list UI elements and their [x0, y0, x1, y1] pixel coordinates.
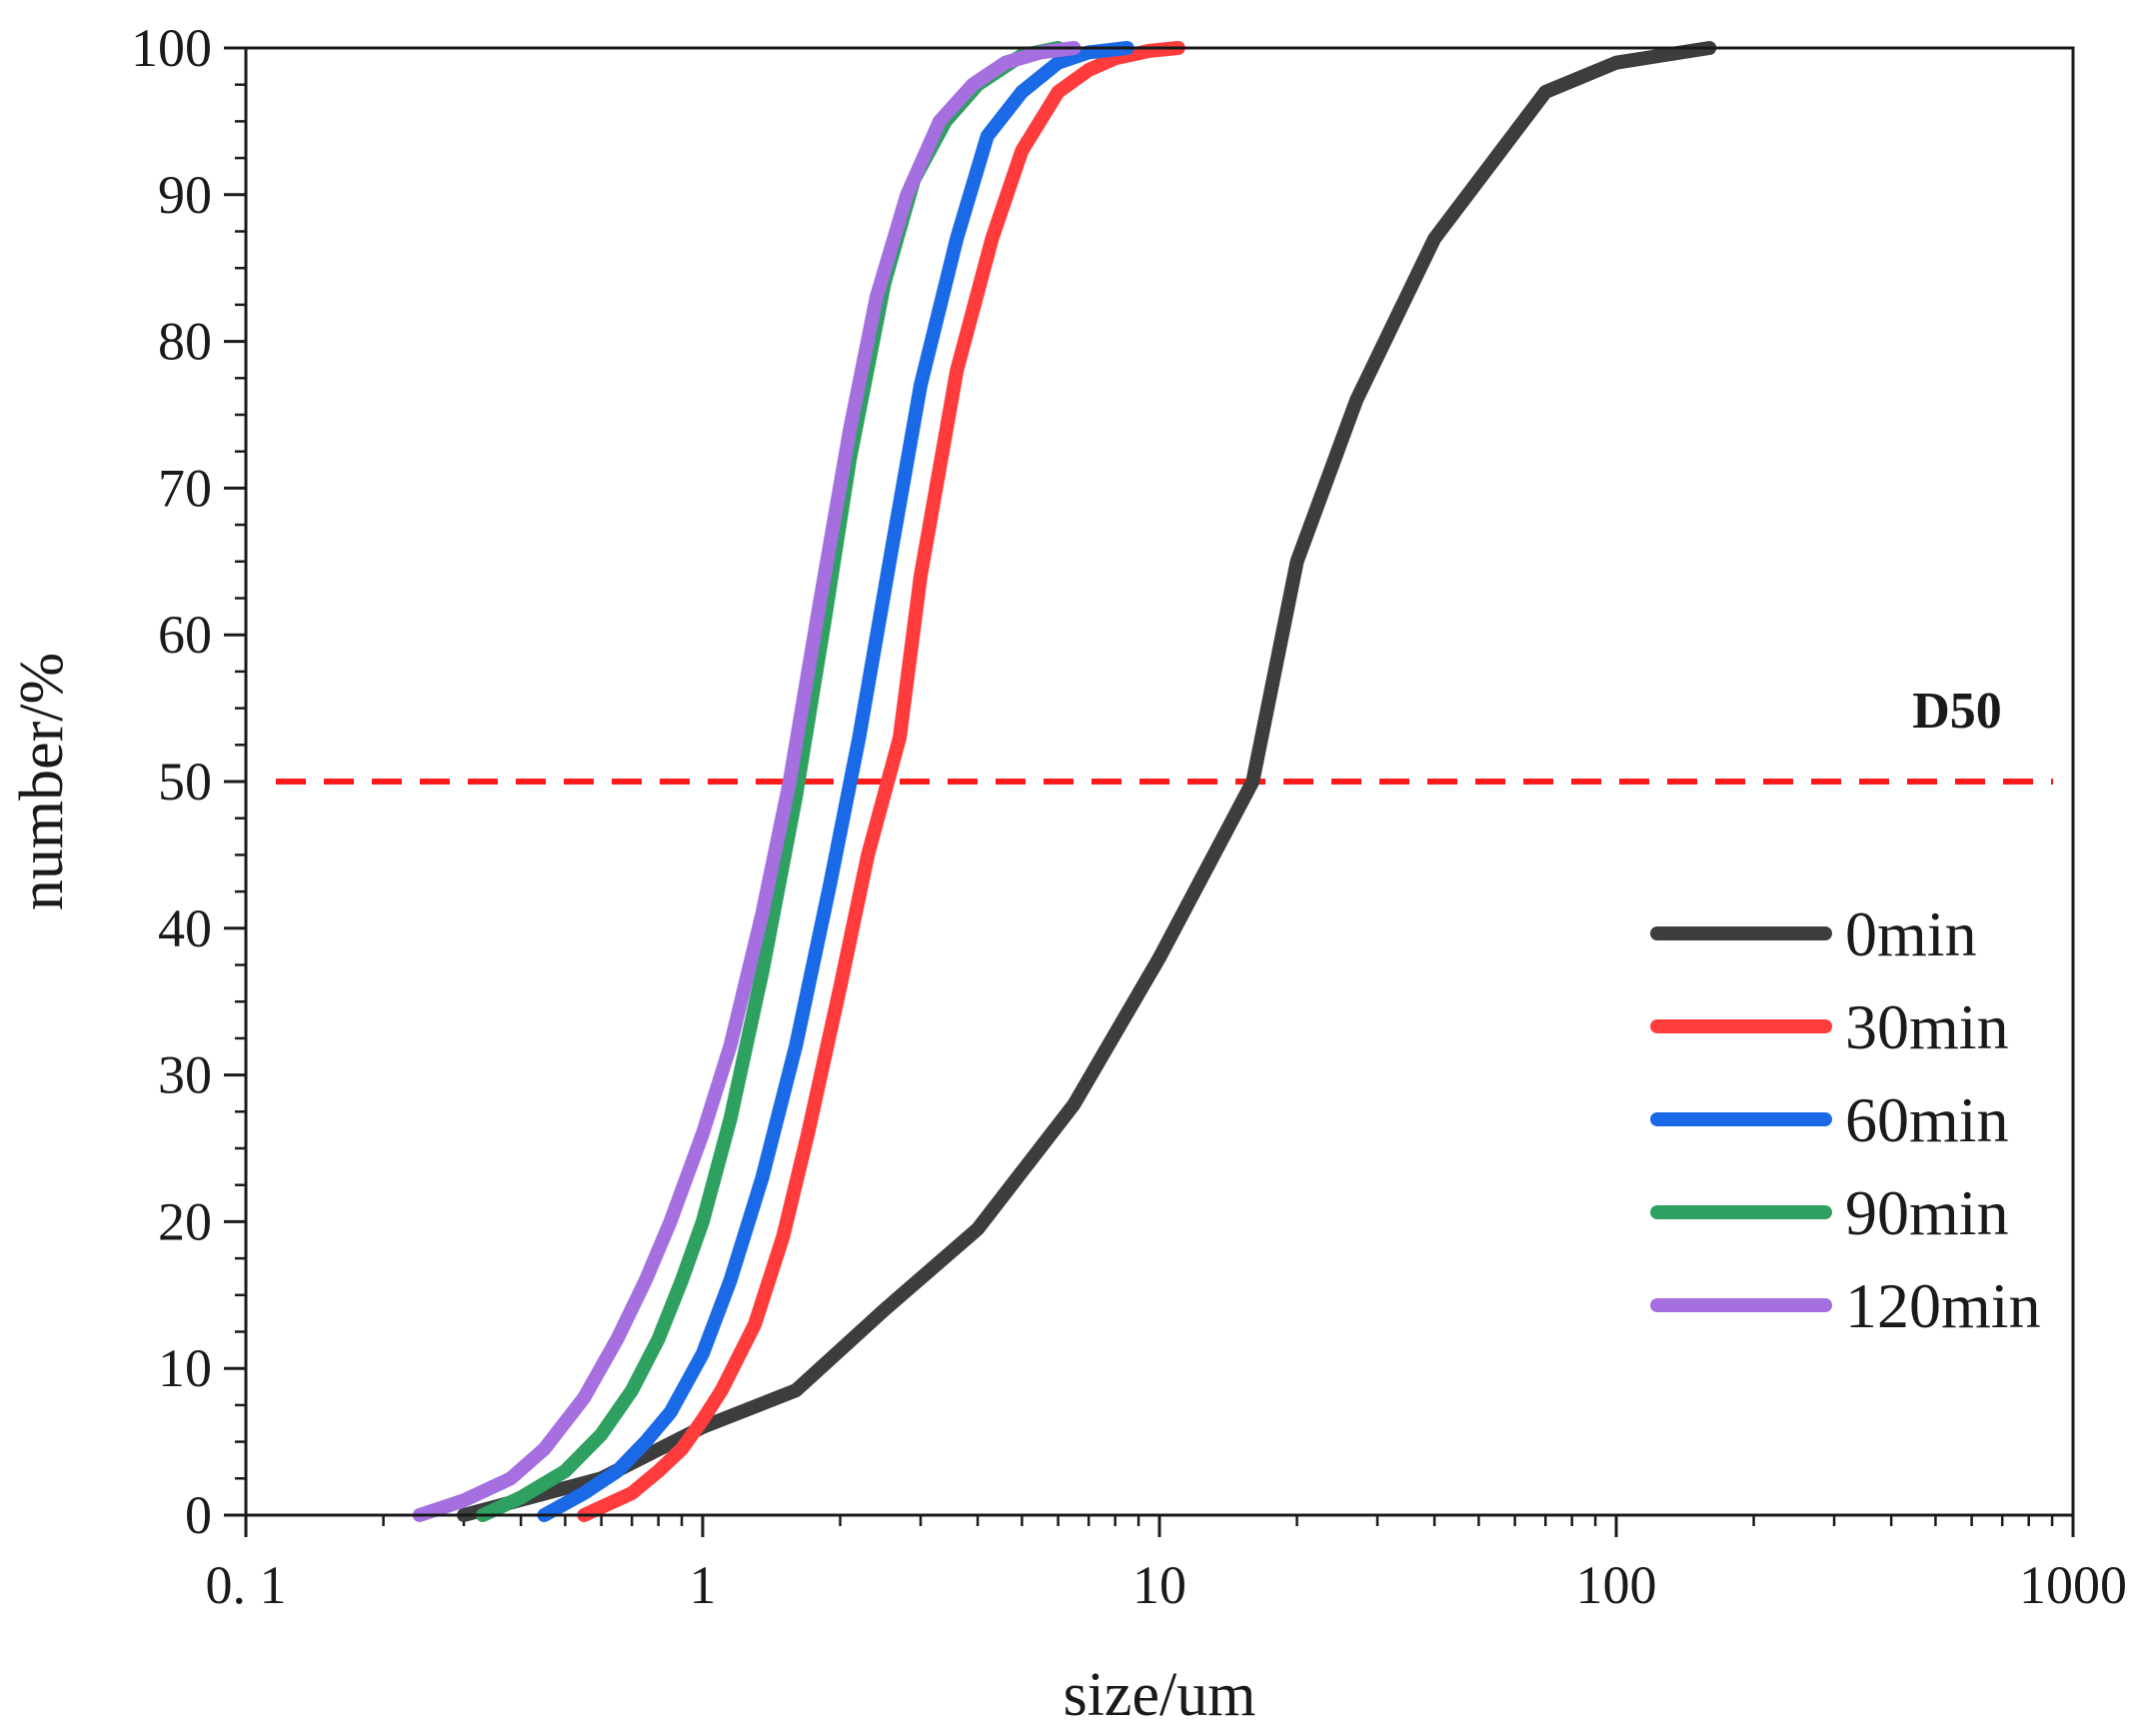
x-tick-label: 100 [1576, 1555, 1657, 1615]
tick-label-layer: 0 10 20 30 40 50 60 70 80 90 100 0. 1 1 10 100 1000 [131, 18, 2127, 1615]
legend-label: 30min [1845, 991, 2009, 1062]
x-axis-title: size/um [1064, 1661, 1256, 1729]
series-line-120min [412, 41, 1081, 1522]
y-tick-label: 30 [158, 1045, 212, 1105]
x-tick-label: 1000 [2019, 1555, 2127, 1615]
series-line-60min [537, 41, 1134, 1522]
series-line-0min [457, 41, 1717, 1522]
y-tick-label: 40 [158, 898, 212, 958]
y-tick-label: 50 [158, 752, 212, 812]
x-tick-label: 0. 1 [206, 1555, 287, 1615]
series-layer [412, 41, 1717, 1522]
y-tick-label: 60 [158, 605, 212, 665]
legend-label: 0min [1845, 898, 1977, 969]
x-tick-label: 1 [690, 1555, 717, 1615]
x-tick-label: 10 [1132, 1555, 1186, 1615]
legend: 0min 30min 60min 90min 120min [1650, 898, 2041, 1341]
plot-frame [244, 46, 2075, 1517]
legend-label: 120min [1845, 1270, 2041, 1341]
y-tick-label: 80 [158, 312, 212, 372]
y-tick-label: 0 [185, 1485, 212, 1545]
y-tick-label: 20 [158, 1191, 212, 1251]
tick-layer [224, 46, 2075, 1537]
y-axis-title: number/% [8, 653, 76, 910]
legend-label: 60min [1845, 1084, 2009, 1155]
y-tick-label: 70 [158, 458, 212, 518]
d50-label: D50 [1912, 683, 2002, 740]
legend-label: 90min [1845, 1177, 2009, 1248]
y-tick-label: 90 [158, 165, 212, 225]
series-line-30min [577, 41, 1185, 1522]
y-tick-label: 100 [131, 18, 212, 78]
y-tick-label: 10 [158, 1338, 212, 1398]
